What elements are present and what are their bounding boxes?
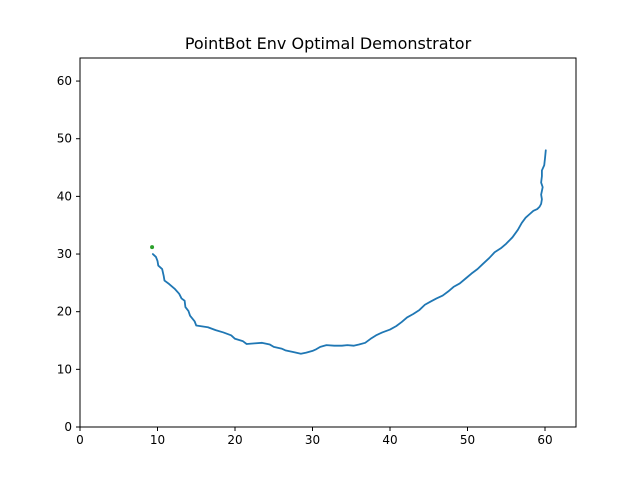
x-tick-label: 10 xyxy=(150,433,165,447)
axes-frame xyxy=(79,57,577,428)
x-tick-label: 40 xyxy=(382,433,397,447)
x-axis: 0 10 20 30 40 50 60 xyxy=(76,427,553,447)
y-tick-label: 60 xyxy=(57,74,72,88)
y-tick-label: 20 xyxy=(57,305,72,319)
plot-area xyxy=(150,149,547,355)
x-tick-label: 60 xyxy=(537,433,552,447)
y-tick-label: 40 xyxy=(57,189,72,203)
x-tick-label: 50 xyxy=(460,433,475,447)
x-tick-label: 20 xyxy=(227,433,242,447)
y-tick-label: 0 xyxy=(64,420,72,434)
y-tick-label: 10 xyxy=(57,362,72,376)
y-tick-label: 30 xyxy=(57,247,72,261)
y-tick-label: 50 xyxy=(57,132,72,146)
y-axis: 0 10 20 30 40 50 60 xyxy=(57,74,80,434)
trajectory-line xyxy=(151,149,547,355)
chart-title: PointBot Env Optimal Demonstrator xyxy=(185,34,472,53)
start-point-marker xyxy=(150,245,155,250)
x-tick-label: 0 xyxy=(76,433,84,447)
x-tick-label: 30 xyxy=(305,433,320,447)
